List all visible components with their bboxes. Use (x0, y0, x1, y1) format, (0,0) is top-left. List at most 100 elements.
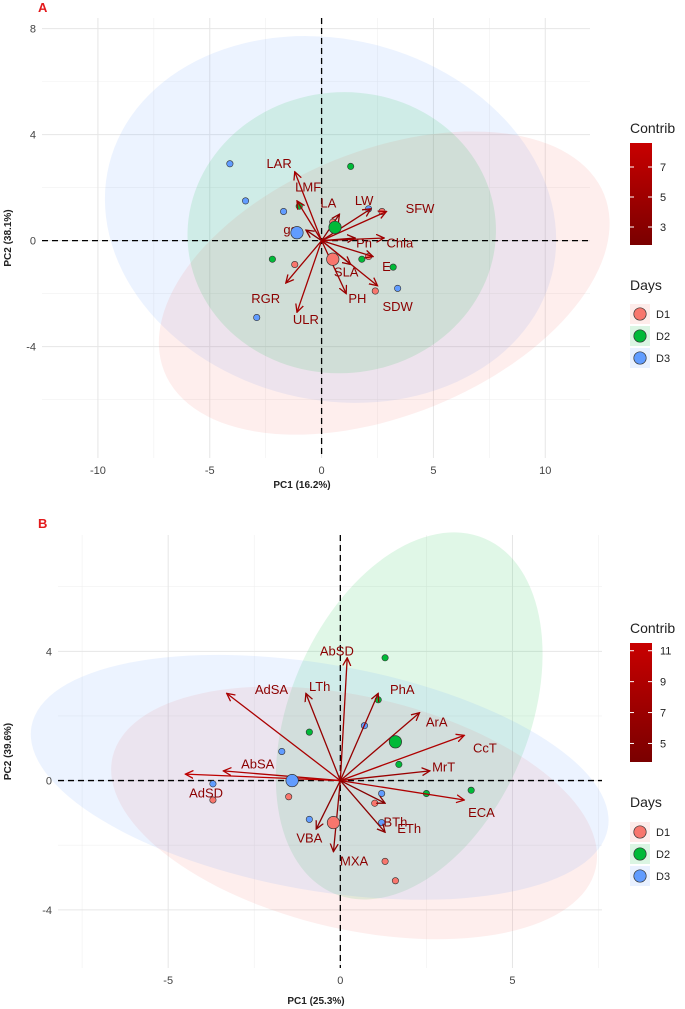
panel-b: AbSD LTh AdSA PhA ArA CcT MrT AbSA AdSD ECA BThETh… (3, 516, 675, 1007)
centroid-d1 (326, 816, 340, 830)
days-legend-label-d2: D2 (656, 331, 670, 343)
vector-arrow-gs (306, 230, 322, 242)
point-d2 (395, 760, 403, 768)
point-d3 (209, 780, 217, 788)
ellipse-d3 (30, 654, 609, 900)
point-d2 (268, 255, 276, 263)
point-d3 (253, 314, 261, 322)
vector-arrow-absa (223, 771, 341, 782)
contrib-tick-label: 5 (660, 738, 666, 750)
y-tick-label: 8 (30, 24, 36, 36)
point-d3 (378, 790, 386, 798)
x-tick-label: 5 (430, 465, 436, 477)
point-d2 (389, 263, 397, 271)
vector-label-rgr: RGR (251, 291, 280, 306)
vector-label-ara: ArA (426, 714, 448, 729)
point-d2 (467, 786, 475, 794)
point-d3 (305, 815, 313, 823)
vector-label-adsd: AdSD (189, 786, 223, 801)
vector-arrow-chla (321, 238, 385, 241)
vector-arrow-adsa (227, 693, 341, 782)
days-legend-title: Days (630, 277, 662, 293)
vector-label-adsa: AdSA (255, 682, 289, 697)
vector-label-sfw: SFW (406, 201, 436, 216)
contrib-legend-title: Contrib (630, 120, 675, 136)
ellipse-d2 (275, 532, 543, 900)
x-axis-title: PC1 (16.2%) (273, 480, 330, 491)
vector-arrow-sdw (321, 240, 378, 286)
ellipse-d2 (187, 92, 496, 374)
vector-arrow-bth (340, 780, 385, 804)
point-d1 (371, 799, 379, 807)
contrib-tick-label: 11 (660, 646, 671, 658)
vector-arrow-sfw (321, 211, 387, 242)
vector-label-sdw: SDW (382, 299, 413, 314)
vector-arrow-ara (339, 713, 419, 782)
vector-label-eth: ETh (397, 821, 421, 836)
days-legend-label-d1: D1 (656, 309, 670, 321)
panel-label: A (38, 0, 48, 15)
vector-label-ph: PH (348, 291, 366, 306)
contrib-tick-label: 7 (660, 708, 666, 720)
vector-arrow-e (321, 240, 373, 257)
x-tick-label: 5 (509, 975, 515, 987)
vector-arrow-rgr (286, 240, 323, 283)
centroid-d1 (326, 252, 340, 266)
vector-label-chla: Chla (387, 235, 415, 250)
point-d3 (280, 207, 288, 215)
x-tick-label: 0 (337, 975, 343, 987)
confidence-ellipses (30, 532, 609, 940)
variable-vectors: AbSD LTh AdSA PhA ArA CcT MrT AbSA AdSD ECA BThETh… (185, 643, 497, 868)
point-d1 (285, 793, 293, 801)
vector-label-la: LA (320, 196, 336, 211)
y-tick-label: 0 (46, 776, 52, 788)
vector-label-lth: LTh (309, 679, 330, 694)
vector-label-lmf: LMF (295, 180, 321, 195)
vector-arrow-adsd (185, 774, 341, 782)
y-axis-title: PC2 (39.6%) (3, 723, 14, 780)
vector-label-absa: AbSA (241, 756, 275, 771)
x-tick-label: 0 (319, 465, 325, 477)
vector-arrow-eca (340, 779, 464, 800)
vector-label-pha: PhA (390, 682, 415, 697)
days-legend-key-d2 (633, 329, 647, 343)
confidence-ellipses (104, 36, 610, 435)
y-tick-label: 4 (30, 130, 36, 142)
ellipse-d1 (111, 686, 598, 940)
vector-label-ulr: ULR (293, 312, 319, 327)
days-legend-label-d3: D3 (656, 353, 670, 365)
point-d3 (226, 160, 234, 168)
ellipse-d1 (158, 131, 610, 435)
vector-arrow-lth (306, 693, 341, 781)
vector-arrow-lar (295, 172, 323, 241)
vector-label-cct: CcT (473, 740, 497, 755)
point-d2 (347, 162, 355, 170)
days-legend-key-d3 (633, 351, 647, 365)
vector-arrow-mrt (340, 771, 430, 782)
vector-label-pn: Pn (356, 235, 372, 250)
vector-label-vba: VBA (296, 831, 322, 846)
vector-label-absd: AbSD (320, 643, 354, 658)
vector-label-e: E (382, 259, 391, 274)
contrib-colorbar (630, 143, 652, 245)
point-d1 (371, 287, 379, 295)
vector-label-lw: LW (355, 193, 374, 208)
point-d2 (358, 255, 366, 263)
vector-arrow-lmf (297, 201, 323, 241)
vector-arrow-eth (339, 780, 385, 833)
x-tick-label: -5 (163, 975, 173, 987)
days-legend-title: Days (630, 794, 662, 810)
x-axis-title: PC1 (25.3%) (287, 996, 344, 1007)
x-tick-label: 10 (539, 465, 551, 477)
panel-label: B (38, 516, 47, 531)
y-axis-title: PC2 (38.1%) (3, 209, 14, 266)
vector-label-bth: BTh (383, 815, 407, 830)
days-legend-key-d1 (633, 307, 647, 321)
point-d3 (394, 284, 402, 292)
vector-label-mrt: MrT (432, 760, 455, 775)
days-legend-key-d2 (633, 847, 647, 861)
